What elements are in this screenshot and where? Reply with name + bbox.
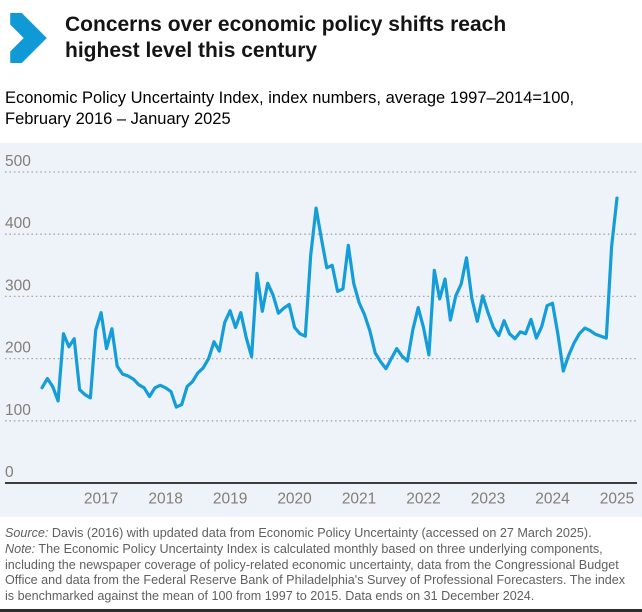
y-tick-label-0: 0 xyxy=(5,464,14,481)
footer-notes: Source: Davis (2016) with updated data f… xyxy=(5,526,637,605)
x-tick-label-2023: 2023 xyxy=(471,491,505,508)
x-tick-label-2024: 2024 xyxy=(535,491,570,508)
y-tick-label-300: 300 xyxy=(5,277,31,294)
chart-subtitle: Economic Policy Uncertainty Index, index… xyxy=(5,89,575,128)
note-label: Note: xyxy=(5,541,36,556)
source-label: Source: xyxy=(5,526,49,540)
y-tick-label-200: 200 xyxy=(5,340,31,357)
epu-index-line xyxy=(40,196,619,409)
chevron-right-icon xyxy=(10,13,47,63)
note-line: Note: The Economic Policy Uncertainty In… xyxy=(5,542,637,605)
header: Concerns over economic policy shifts rea… xyxy=(0,0,642,80)
x-tick-label-2022: 2022 xyxy=(406,491,440,508)
bottom-divider xyxy=(0,609,642,612)
y-tick-label-500: 500 xyxy=(5,153,31,170)
y-tick-label-100: 100 xyxy=(5,402,31,419)
x-tick-label-2018: 2018 xyxy=(148,491,182,508)
x-tick-label-2021: 2021 xyxy=(342,491,376,508)
epu-line-chart: 0 100 200 300 400 500 2017 2018 2019 2020 2021 2022… xyxy=(5,153,637,508)
page-title: Concerns over economic policy shifts rea… xyxy=(65,13,507,62)
note-text: The Economic Policy Uncertainty Index is… xyxy=(5,541,626,604)
source-line: Source: Davis (2016) with updated data f… xyxy=(5,526,637,542)
x-tick-label-2020: 2020 xyxy=(277,491,312,508)
x-tick-label-2017: 2017 xyxy=(84,491,118,508)
x-tick-label-2025: 2025 xyxy=(600,491,634,508)
y-tick-label-400: 400 xyxy=(5,215,31,232)
x-tick-label-2019: 2019 xyxy=(213,491,247,508)
chart-plot-area: 0 100 200 300 400 500 2017 2018 2019 2020 2021 2022… xyxy=(0,143,642,517)
source-text: Davis (2016) with updated data from Econ… xyxy=(51,526,592,540)
